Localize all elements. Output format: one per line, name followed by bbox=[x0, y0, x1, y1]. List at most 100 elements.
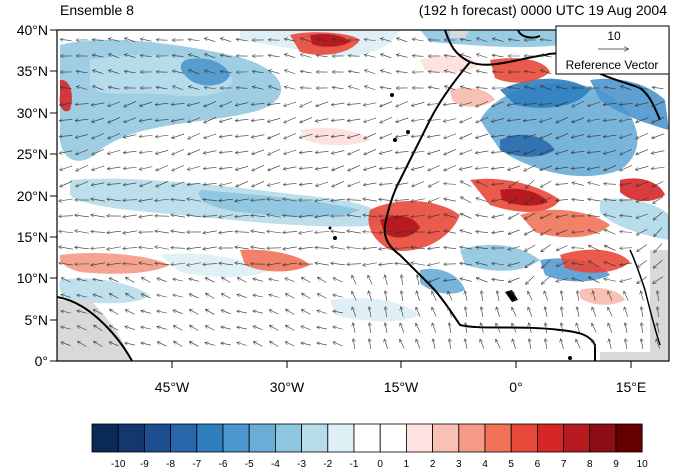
wind-arrow bbox=[385, 291, 386, 301]
wind-arrow bbox=[352, 292, 357, 301]
wind-arrow bbox=[125, 38, 136, 43]
wind-arrow bbox=[157, 342, 167, 347]
wind-arrow bbox=[396, 182, 409, 185]
wind-arrow bbox=[283, 231, 298, 232]
wind-arrow bbox=[75, 215, 89, 217]
wind-arrow bbox=[412, 151, 425, 153]
wind-arrow bbox=[206, 293, 215, 299]
wind-arrow bbox=[652, 150, 665, 154]
wind-arrow bbox=[428, 103, 441, 104]
wind-arrow bbox=[333, 295, 343, 298]
wind-arrow bbox=[496, 340, 501, 349]
wind-arrow bbox=[333, 327, 343, 330]
wind-arrow bbox=[253, 279, 263, 282]
wind-arrow bbox=[589, 245, 600, 251]
wind-arrow bbox=[188, 133, 201, 138]
wind-arrow bbox=[416, 291, 420, 301]
wind-arrow bbox=[331, 231, 345, 233]
wind-arrow bbox=[93, 294, 103, 298]
reference-vector-label: Reference Vector bbox=[566, 58, 659, 72]
wind-arrow bbox=[508, 150, 521, 153]
wind-arrow bbox=[428, 214, 440, 218]
wind-arrow bbox=[235, 247, 249, 250]
wind-arrow bbox=[270, 341, 279, 347]
wind-arrow bbox=[637, 86, 648, 90]
wind-arrow bbox=[347, 215, 361, 218]
wind-arrow bbox=[493, 55, 504, 57]
wind-arrow bbox=[204, 183, 217, 184]
lat-label-0: 0° bbox=[35, 353, 48, 369]
wind-arrow bbox=[283, 199, 297, 202]
wind-arrow bbox=[220, 167, 233, 168]
wind-arrow bbox=[91, 262, 105, 265]
wind-arrow bbox=[332, 150, 345, 154]
wind-arrow bbox=[654, 227, 663, 237]
wind-arrow bbox=[641, 323, 642, 334]
wind-arrow bbox=[94, 325, 103, 331]
wind-arrow bbox=[107, 263, 121, 265]
wind-arrow bbox=[654, 259, 663, 268]
wind-arrow bbox=[125, 55, 136, 58]
lat-label-15n: 15°N bbox=[17, 229, 48, 245]
wind-arrow bbox=[460, 166, 473, 170]
wind-arrow bbox=[637, 260, 647, 267]
wind-arrow bbox=[636, 149, 649, 155]
wind-arrow bbox=[300, 151, 313, 153]
wind-arrow bbox=[61, 311, 71, 313]
wind-arrow bbox=[109, 278, 119, 283]
wind-arrow bbox=[509, 180, 520, 188]
wind-arrow bbox=[124, 168, 137, 169]
wind-arrow bbox=[444, 199, 456, 202]
wind-arrow bbox=[508, 165, 521, 170]
lon-label-45w: 45°W bbox=[155, 379, 190, 395]
wind-arrow bbox=[528, 307, 533, 317]
wind-arrow bbox=[333, 311, 343, 313]
wind-arrow bbox=[460, 263, 472, 265]
wind-arrow bbox=[476, 278, 488, 283]
wind-arrow bbox=[509, 39, 520, 40]
wind-arrow bbox=[269, 295, 279, 298]
lon-label-15w: 15°W bbox=[384, 379, 419, 395]
wind-arrow bbox=[252, 103, 265, 104]
wind-arrow bbox=[412, 101, 425, 105]
wind-arrow bbox=[315, 263, 329, 266]
wind-arrow bbox=[187, 199, 201, 202]
wind-arrow bbox=[609, 339, 612, 349]
wind-arrow bbox=[188, 166, 201, 169]
wind-arrow bbox=[365, 39, 376, 40]
wind-arrow bbox=[302, 310, 311, 315]
wind-arrow bbox=[203, 216, 218, 217]
wind-arrow bbox=[572, 101, 585, 106]
wind-arrow bbox=[656, 339, 661, 349]
wind-arrow bbox=[268, 182, 281, 186]
wind-arrow bbox=[652, 167, 665, 168]
wind-arrow bbox=[363, 215, 377, 218]
wind-arrow bbox=[492, 118, 505, 121]
wind-arrow bbox=[269, 279, 279, 281]
wind-arrow bbox=[123, 264, 138, 265]
wind-arrow bbox=[588, 118, 601, 121]
colorbar-label: 8 bbox=[587, 459, 593, 470]
wind-arrow bbox=[636, 102, 649, 106]
wind-arrow bbox=[60, 165, 73, 170]
wind-arrow bbox=[416, 339, 421, 349]
wind-arrow bbox=[544, 291, 549, 301]
wind-arrow bbox=[395, 230, 409, 233]
wind-arrow bbox=[189, 294, 199, 299]
wind-arrow bbox=[428, 277, 440, 282]
wind-arrow bbox=[542, 275, 551, 284]
colorbar-label: 0 bbox=[377, 459, 383, 470]
wind-arrow bbox=[237, 327, 247, 329]
wind-arrow bbox=[219, 263, 233, 265]
wind-arrow bbox=[300, 134, 313, 137]
wind-arrow bbox=[604, 165, 617, 171]
wind-arrow bbox=[465, 307, 466, 317]
wind-arrow bbox=[381, 87, 392, 89]
wind-arrow bbox=[352, 276, 357, 285]
wind-arrow bbox=[477, 38, 488, 43]
wind-arrow bbox=[445, 55, 456, 56]
wind-arrow bbox=[524, 134, 537, 137]
wind-arrow bbox=[540, 213, 552, 219]
wind-arrow bbox=[110, 326, 119, 331]
colorbar-box bbox=[615, 423, 643, 453]
